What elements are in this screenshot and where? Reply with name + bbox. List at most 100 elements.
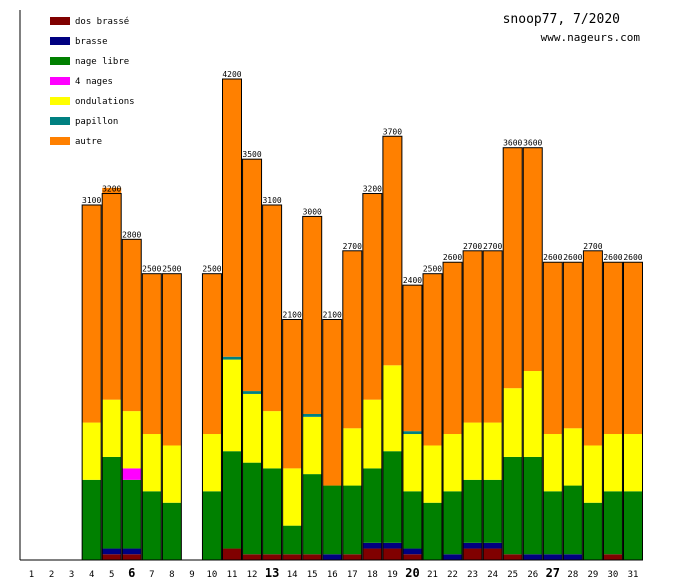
- bar-outline-day12: [242, 158, 263, 561]
- bar-segment-day6-1: [122, 548, 142, 555]
- legend-swatch-0: [50, 17, 70, 25]
- bar-segment-day4-6: [82, 204, 102, 423]
- bar-segment-day25-2: [503, 456, 523, 555]
- bar-segment-day19-0: [382, 548, 402, 560]
- x-tick-4: 4: [89, 570, 94, 580]
- bar-segment-day22-1: [443, 554, 463, 560]
- bar-segment-day7-6: [142, 273, 162, 435]
- value-label-day26: 3600: [523, 139, 542, 148]
- value-label-day15: 3000: [303, 207, 322, 216]
- bar-segment-day20-4: [402, 434, 422, 492]
- bar-segment-day18-0: [362, 548, 382, 560]
- bar-segment-day22-6: [443, 262, 463, 435]
- bar-segment-day18-1: [362, 542, 382, 549]
- x-tick-13: 13: [265, 566, 279, 580]
- bar-outline-day19: [382, 135, 403, 561]
- bar-segment-day14-4: [282, 468, 302, 526]
- value-label-day6: 2800: [122, 230, 141, 239]
- value-label-day28: 2600: [563, 253, 582, 262]
- bar-outline-day20: [402, 284, 423, 561]
- x-tick-21: 21: [427, 570, 438, 580]
- bar-segment-day26-2: [523, 456, 543, 555]
- chart-title: snoop77, 7/2020: [503, 12, 620, 27]
- value-label-day16: 2100: [323, 311, 342, 320]
- bar-segment-day19-1: [382, 542, 402, 549]
- bar-segment-day27-1: [543, 554, 563, 560]
- bar-segment-day23-4: [463, 422, 483, 480]
- x-tick-6: 6: [128, 566, 135, 580]
- bar-outline-day17: [342, 250, 363, 561]
- bar-outline-day8: [161, 273, 182, 561]
- bar-outline-day30: [602, 261, 623, 561]
- bar-segment-day26-6: [523, 147, 543, 372]
- bar-segment-day21-4: [423, 445, 442, 503]
- bar-segment-day26-1: [523, 554, 543, 560]
- value-label-day25: 3600: [503, 139, 522, 148]
- bar-segment-day24-0: [483, 548, 503, 560]
- bar-segment-day19-4: [382, 365, 402, 452]
- bar-segment-day19-2: [382, 451, 402, 543]
- bar-segment-day10-2: [202, 491, 222, 560]
- bar-segment-day25-0: [503, 554, 523, 560]
- bar-segment-day28-6: [563, 262, 583, 429]
- bar-segment-day16-2: [322, 485, 342, 555]
- bar-segment-day6-4: [122, 411, 142, 469]
- x-tick-15: 15: [307, 570, 318, 580]
- bar-outline-day24: [482, 250, 503, 561]
- bar-outline-day16: [322, 319, 343, 561]
- bar-segment-day20-0: [402, 554, 422, 560]
- bar-segment-day28-1: [563, 554, 583, 560]
- bar-segment-day5-1: [102, 548, 122, 555]
- legend-label-1: brasse: [75, 37, 108, 47]
- x-tick-12: 12: [247, 570, 258, 580]
- value-label-day11: 4200: [222, 70, 241, 79]
- bar-segment-day20-1: [402, 548, 422, 555]
- bar-segment-day30-0: [603, 554, 623, 560]
- chart-subtitle: www.nageurs.com: [541, 31, 641, 44]
- bar-segment-day19-6: [382, 136, 402, 366]
- bar-segment-day10-6: [202, 273, 222, 435]
- bar-segment-day15-6: [302, 216, 322, 414]
- bar-segment-day14-0: [282, 554, 302, 560]
- bar-outline-day27: [542, 261, 563, 561]
- value-label-day7: 2500: [142, 265, 161, 274]
- bar-segment-day21-2: [423, 502, 442, 560]
- value-label-day14: 2100: [283, 311, 302, 320]
- bar-outline-day10: [201, 273, 222, 561]
- bar-segment-day12-0: [242, 554, 262, 560]
- x-tick-14: 14: [287, 570, 298, 580]
- bar-segment-day20-2: [402, 491, 422, 549]
- bar-segment-day17-6: [342, 250, 362, 429]
- bar-segment-day5-4: [102, 399, 122, 457]
- bar-segment-day11-0: [222, 548, 242, 560]
- bar-segment-day8-2: [162, 502, 182, 560]
- bar-segment-day22-4: [443, 434, 463, 492]
- bar-outline-day28: [562, 261, 583, 561]
- bar-segment-day16-1: [322, 554, 342, 560]
- value-label-day27: 2600: [543, 253, 562, 262]
- bar-segment-day15-5: [302, 413, 322, 417]
- x-tick-29: 29: [587, 570, 598, 580]
- bar-outline-day21: [422, 273, 443, 561]
- bar-segment-day29-6: [583, 250, 603, 446]
- x-tick-1: 1: [29, 570, 34, 580]
- bar-segment-day12-5: [242, 391, 262, 394]
- bar-segment-day18-2: [362, 468, 382, 543]
- bar-outline-day14: [282, 319, 303, 561]
- legend-label-5: papillon: [75, 117, 118, 127]
- bar-outline-day25: [502, 147, 523, 561]
- bar-outline-day18: [362, 193, 383, 561]
- bar-segment-day28-2: [563, 485, 583, 555]
- x-tick-11: 11: [227, 570, 238, 580]
- x-tick-23: 23: [467, 570, 478, 580]
- bar-segment-day31-2: [623, 491, 643, 560]
- bar-segment-day17-4: [342, 428, 362, 486]
- bar-segment-day13-6: [262, 204, 282, 412]
- value-label-day4: 3100: [82, 196, 101, 205]
- value-label-day31: 2600: [623, 253, 642, 262]
- bar-segment-day24-1: [483, 542, 503, 549]
- x-tick-22: 22: [447, 570, 458, 580]
- bar-segment-day31-6: [623, 262, 643, 435]
- value-label-day17: 2700: [343, 242, 362, 251]
- bar-segment-day27-2: [543, 491, 563, 555]
